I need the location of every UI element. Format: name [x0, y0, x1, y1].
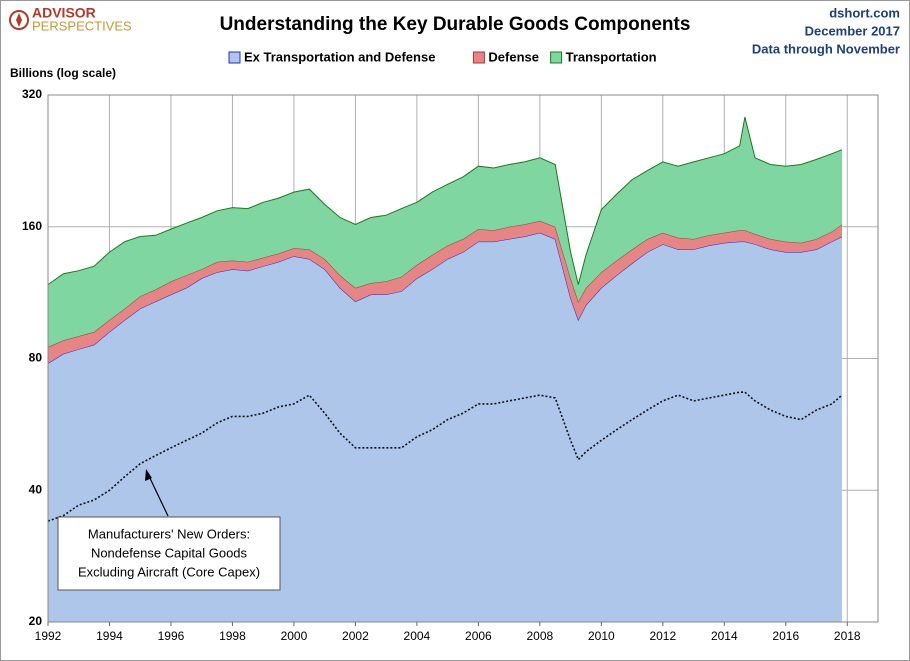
x-tick-label: 1998 — [219, 629, 246, 643]
x-tick-label: 2008 — [527, 629, 554, 643]
plot-border — [47, 94, 879, 623]
legend-label: Defense — [488, 49, 539, 64]
logo: PERSPECTIVES — [32, 18, 132, 33]
x-tick-label: 2018 — [834, 629, 861, 643]
date: December 2017 — [805, 23, 900, 38]
y-tick-label: 80 — [29, 351, 43, 365]
logo-icon — [9, 10, 29, 30]
area-edge — [47, 116, 843, 286]
y-axis-label: Billions (log scale) — [10, 66, 116, 80]
legend-label: Ex Transportation and Defense — [244, 49, 435, 64]
x-tick-label: 1992 — [35, 629, 62, 643]
x-tick-label: 2002 — [342, 629, 369, 643]
x-tick-label: 2014 — [711, 629, 738, 643]
x-tick-label: 2012 — [649, 629, 676, 643]
note: Data through November — [752, 41, 900, 56]
x-tick-label: 2010 — [588, 629, 615, 643]
logo-icon — [16, 13, 22, 27]
source: dshort.com — [829, 5, 900, 20]
area — [48, 220, 842, 364]
annotation: Manufacturers' New Orders: — [88, 526, 250, 541]
legend: Ex Transportation and Defense Defense Tran… — [228, 49, 657, 64]
area — [48, 117, 842, 347]
logo: ADVISOR — [32, 5, 96, 21]
legend-swatch — [550, 51, 563, 64]
y-tick-label: 320 — [22, 87, 42, 101]
annotation-arrow — [147, 473, 169, 517]
y-tick-label: 20 — [29, 614, 43, 628]
x-tick-label: 1996 — [158, 629, 185, 643]
y-tick-label: 40 — [29, 482, 43, 496]
annotation-arrowhead — [145, 469, 152, 481]
x-tick-label: 2016 — [772, 629, 799, 643]
x-tick-label: 2000 — [281, 629, 308, 643]
chart-title: Understanding the Key Durable Goods Comp… — [220, 14, 691, 35]
x-tick-label: 2004 — [404, 629, 431, 643]
y-tick-label: 160 — [22, 219, 42, 233]
x-tick-label: 1994 — [96, 629, 123, 643]
annotation: Excluding Aircraft (Core Capex) — [78, 564, 260, 579]
legend-label: Transportation — [566, 49, 657, 64]
legend-swatch — [228, 51, 241, 64]
annotation: Nondefense Capital Goods — [91, 545, 248, 560]
x-tick-label: 2006 — [465, 629, 492, 643]
line — [47, 391, 843, 522]
legend-swatch — [472, 51, 485, 64]
annotation-box — [57, 516, 281, 591]
